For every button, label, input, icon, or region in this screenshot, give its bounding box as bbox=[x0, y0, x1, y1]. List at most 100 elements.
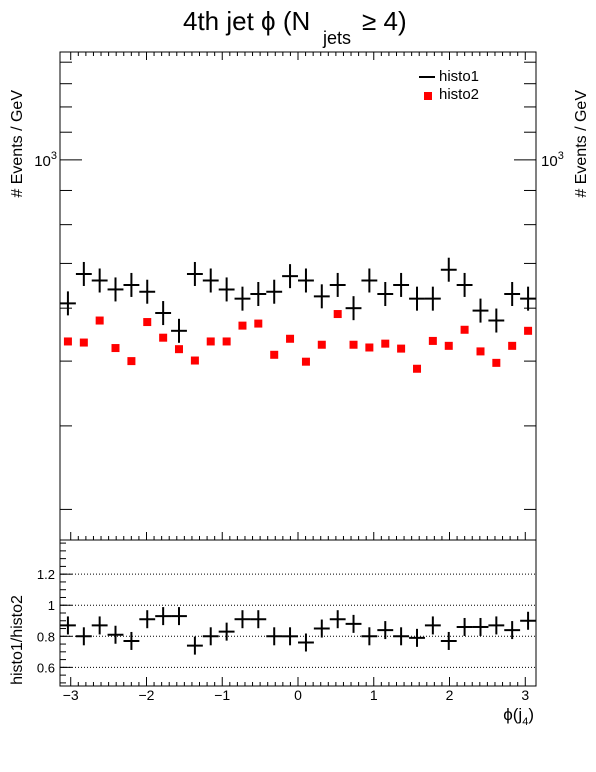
histo2-point bbox=[301, 357, 310, 366]
ratio-x-tick-label: 2 bbox=[446, 687, 454, 703]
ratio-x-tick-label: 1 bbox=[370, 687, 378, 703]
ratio-point bbox=[171, 607, 187, 626]
histo2-point bbox=[508, 341, 517, 350]
ratio-point bbox=[345, 614, 362, 633]
ratio-y-axis-title: histo1/histo2 bbox=[9, 595, 26, 685]
histo1-point bbox=[155, 301, 172, 326]
histo2-point bbox=[428, 336, 437, 345]
histo2-point bbox=[95, 316, 104, 325]
histo2-point bbox=[444, 341, 453, 350]
histo2-point bbox=[206, 337, 215, 346]
histo2-point bbox=[79, 338, 88, 347]
ratio-point bbox=[329, 610, 346, 629]
histo2-point bbox=[365, 343, 374, 352]
histo2-point bbox=[397, 344, 406, 353]
histo2-point bbox=[524, 326, 533, 335]
ratio-point bbox=[313, 619, 330, 638]
ratio-point bbox=[488, 616, 505, 635]
histo2-point bbox=[349, 340, 358, 349]
histo1-point bbox=[409, 286, 425, 311]
ratio-x-tick-label: −2 bbox=[139, 687, 155, 703]
ratio-point bbox=[218, 622, 235, 641]
histo1-point bbox=[504, 282, 521, 307]
legend-label-histo1: histo1 bbox=[439, 68, 480, 85]
histo2-point bbox=[270, 350, 279, 359]
ratio-point bbox=[202, 627, 219, 646]
ratio-x-tick-label: 3 bbox=[521, 687, 529, 703]
histo1-point bbox=[186, 261, 203, 286]
ratio-point bbox=[440, 631, 457, 650]
histo1-point bbox=[424, 286, 441, 311]
histo2-point bbox=[238, 321, 247, 330]
ratio-point bbox=[298, 633, 314, 652]
histo2-point bbox=[476, 347, 485, 356]
histo1-point bbox=[59, 291, 76, 316]
histo1-point bbox=[91, 268, 108, 293]
ratio-point bbox=[377, 621, 394, 640]
ratio-point bbox=[456, 617, 473, 636]
histo1-point bbox=[123, 272, 140, 297]
ratio-point bbox=[155, 607, 172, 626]
ratio-point bbox=[520, 611, 537, 630]
histo2-point bbox=[63, 337, 72, 346]
histo1-point bbox=[345, 296, 362, 321]
histo1-point bbox=[202, 268, 219, 293]
ratio-point bbox=[424, 616, 441, 635]
legend-marker-histo2 bbox=[424, 92, 432, 100]
main-y-axis-title-right: # Events / GeV bbox=[573, 90, 590, 198]
histo1-point bbox=[266, 279, 283, 304]
histo2-point bbox=[333, 310, 342, 319]
histo1-point bbox=[520, 286, 537, 311]
title-main: 4th jet ϕ (N bbox=[183, 6, 310, 36]
histo2-point bbox=[381, 339, 390, 348]
ratio-point bbox=[393, 627, 410, 646]
ratio-point bbox=[504, 621, 521, 640]
histo1-point bbox=[440, 257, 457, 282]
ratio-y-tick-label: 1 bbox=[48, 598, 55, 613]
ratio-point bbox=[234, 610, 251, 629]
ratio-y-tick-label: 0.6 bbox=[37, 660, 55, 675]
histo2-point bbox=[317, 340, 326, 349]
legend-label-histo2: histo2 bbox=[439, 86, 480, 103]
title-end: ≥ 4) bbox=[362, 6, 407, 36]
ratio-point bbox=[59, 616, 76, 635]
histo1-point bbox=[75, 261, 92, 286]
legend: histo1 histo2 bbox=[415, 66, 515, 106]
ratio-point bbox=[250, 610, 267, 629]
histo1-point bbox=[393, 272, 410, 297]
histo2-point bbox=[190, 356, 199, 365]
ratio-y-tick-label: 1.2 bbox=[37, 567, 55, 582]
chart-title: 4th jet ϕ (N jets ≥ 4) bbox=[0, 0, 596, 50]
histo1-point bbox=[488, 308, 505, 333]
histo2-point bbox=[413, 364, 422, 373]
legend-marker-histo1 bbox=[419, 76, 435, 78]
ratio-point bbox=[91, 616, 108, 635]
ratio-point bbox=[361, 627, 378, 646]
ratio-plot-frame bbox=[59, 539, 537, 687]
histo2-point bbox=[174, 345, 183, 354]
ratio-point bbox=[123, 631, 140, 650]
histo2-point bbox=[143, 318, 152, 327]
ratio-x-tick-label: −1 bbox=[214, 687, 230, 703]
main-y-axis-title-left: # Events / GeV bbox=[9, 90, 26, 198]
ratio-point bbox=[107, 625, 124, 644]
histo1-point bbox=[313, 284, 330, 309]
ratio-point bbox=[75, 627, 92, 646]
histo1-point bbox=[107, 277, 124, 302]
title-subscript: jets bbox=[322, 28, 351, 48]
main-y-tick-label-left: 103 bbox=[34, 150, 57, 170]
ratio-x-tick-label: 0 bbox=[294, 687, 302, 703]
histo1-point bbox=[282, 264, 298, 289]
histo2-point bbox=[127, 357, 136, 366]
ratio-y-tick-label: 0.8 bbox=[37, 629, 55, 644]
ratio-point bbox=[282, 627, 298, 646]
ratio-point bbox=[186, 636, 203, 655]
histo1-point bbox=[361, 268, 378, 293]
histo1-point bbox=[377, 282, 394, 307]
histo1-point bbox=[456, 272, 473, 297]
histo1-point bbox=[298, 268, 314, 293]
ratio-x-tick-label: −3 bbox=[63, 687, 79, 703]
main-y-tick-label-right: 103 bbox=[541, 150, 564, 170]
histo1-point bbox=[171, 318, 187, 343]
